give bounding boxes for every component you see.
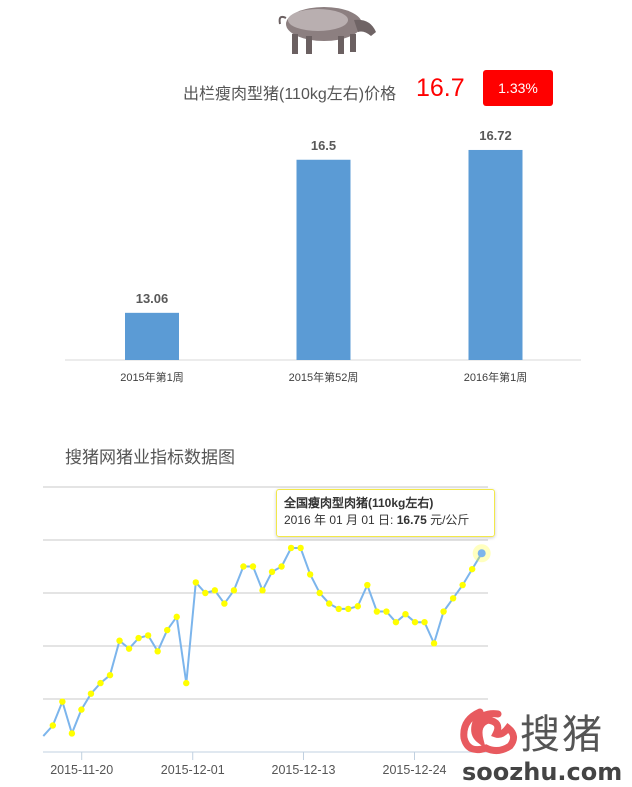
soozhu-logo: 搜猪 soozhu.com [458,700,632,787]
x-tick-label: 2015-12-01 [161,763,225,777]
tooltip-value: 16.75 [396,513,427,527]
data-point[interactable] [306,571,314,578]
data-point[interactable] [421,618,428,626]
bar-category-label: 2015年第1周 [120,370,184,384]
data-point[interactable] [116,637,123,644]
data-point[interactable] [230,587,238,594]
data-point[interactable] [249,563,257,570]
data-point[interactable] [192,579,199,586]
logo-swirl-icon [460,708,517,755]
data-point[interactable] [49,722,57,729]
data-point[interactable] [477,549,486,558]
data-point[interactable] [468,565,476,573]
data-point[interactable] [154,648,161,655]
data-point[interactable] [364,581,371,589]
data-point[interactable] [373,608,381,615]
x-tick-label: 2015-12-24 [383,763,447,777]
x-tick-label: 2015-12-13 [272,763,336,777]
pig-icon [278,7,376,54]
bar-data-label: 16.72 [479,128,512,143]
data-point[interactable] [402,611,409,618]
line-chart-title: 搜猪网猪业指标数据图 [65,448,235,468]
data-point[interactable] [268,568,276,575]
data-point[interactable] [345,605,352,613]
data-point[interactable] [459,581,466,589]
data-point[interactable] [59,698,66,705]
data-point[interactable] [173,613,180,621]
data-point[interactable] [326,600,333,607]
price-title: 出栏瘦肉型猪(110kg左右)价格 [183,86,397,103]
change-badge: 1.33% [483,70,553,106]
data-point[interactable] [411,618,419,626]
bar-chart: 13.06 2015年第1周 16.5 2015年第52周 16.72 2016年第1周 [65,128,581,384]
bar [296,159,351,360]
logo-brand: 搜猪 [520,712,604,758]
data-point[interactable] [240,563,247,570]
tooltip-date: 2016 年 01 月 01 日: [284,513,397,527]
bar-data-label: 13.06 [136,291,169,306]
data-point[interactable] [297,544,304,552]
data-point[interactable] [316,589,323,597]
data-point[interactable] [78,706,85,713]
data-point[interactable] [278,563,285,570]
bar-category-label: 2016年第1周 [464,370,528,384]
data-point[interactable] [259,587,266,594]
data-point[interactable] [335,605,342,613]
data-point[interactable] [163,626,171,634]
data-point[interactable] [106,671,114,679]
data-point[interactable] [287,544,295,552]
data-point[interactable] [449,595,457,602]
data-point[interactable] [97,679,104,687]
bar-data-label: 16.5 [311,138,336,153]
data-point[interactable] [68,730,76,737]
data-point[interactable] [87,690,95,697]
data-point[interactable] [440,608,447,615]
data-point[interactable] [430,640,438,647]
data-point[interactable] [125,645,133,652]
tooltip-unit: 元/公斤 [426,513,470,527]
x-tick-label: 2015-11-20 [50,763,113,777]
data-point[interactable] [183,679,190,687]
data-point[interactable] [383,608,390,615]
series-line [42,547,483,737]
line-chart: 2015-11-20 2015-12-01 2015-12-13 2015-12-24 [42,486,491,777]
data-point[interactable] [354,603,362,610]
logo-domain: soozhu.com [462,758,623,786]
bar [125,312,179,360]
bar-category-label: 2015年第52周 [289,370,359,384]
tooltip: 全国瘦肉型肉猪(110kg左右) 2016 年 01 月 01 日: 16.75… [276,489,495,537]
data-point[interactable] [392,618,400,626]
price-value: 16.7 [416,74,465,102]
data-point[interactable] [135,634,142,642]
tooltip-series: 全国瘦肉型肉猪(110kg左右) [284,496,434,510]
data-point[interactable] [211,587,219,594]
bar [468,149,523,360]
data-point[interactable] [221,600,228,607]
data-point[interactable] [144,632,152,639]
data-point[interactable] [202,589,209,597]
